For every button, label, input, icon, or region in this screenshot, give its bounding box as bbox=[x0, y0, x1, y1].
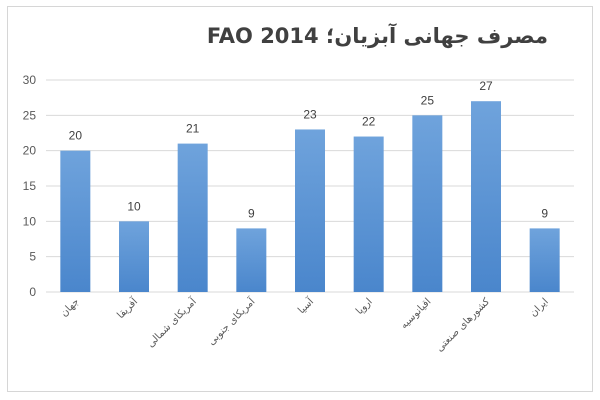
bar bbox=[119, 221, 149, 292]
data-label: 25 bbox=[421, 93, 435, 107]
data-label: 9 bbox=[541, 206, 548, 220]
bar bbox=[177, 143, 208, 292]
category-labels: جهان آفریقا آمریکای شمالی آمریکای جنوبی آسیا… bbox=[59, 294, 551, 354]
bar bbox=[60, 150, 91, 292]
category-label: کشورهای صنعتی bbox=[434, 296, 492, 354]
bar bbox=[295, 129, 325, 292]
bar bbox=[236, 228, 267, 292]
bar bbox=[529, 228, 560, 292]
data-label: 22 bbox=[362, 115, 376, 129]
y-tick-label: 20 bbox=[23, 144, 37, 158]
data-label: 21 bbox=[186, 122, 200, 136]
y-tick-label: 10 bbox=[23, 214, 37, 228]
bars bbox=[60, 101, 560, 292]
category-label: ایران bbox=[528, 296, 551, 319]
y-tick-label: 15 bbox=[23, 179, 37, 193]
category-label: اقیانوسیه bbox=[399, 296, 434, 331]
y-tick-label: 30 bbox=[23, 73, 37, 87]
chart-title: مصرف جهانی آبزیان؛ FAO 2014 bbox=[206, 24, 548, 48]
data-label: 27 bbox=[479, 79, 493, 93]
y-tick-label: 5 bbox=[29, 250, 36, 264]
y-tick-label: 25 bbox=[23, 108, 37, 122]
category-label: اروپا bbox=[354, 296, 375, 317]
y-axis-ticks: 0 5 10 15 20 25 30 bbox=[23, 73, 37, 299]
category-label: آمریکای شمالی bbox=[144, 294, 200, 350]
category-label: آسیا bbox=[295, 294, 317, 316]
bar bbox=[412, 115, 443, 292]
bar bbox=[353, 136, 384, 292]
category-label: جهان bbox=[59, 296, 82, 319]
data-label: 23 bbox=[303, 107, 317, 121]
data-label: 10 bbox=[127, 199, 141, 213]
category-label: آمریکای جنوبی bbox=[205, 294, 259, 348]
data-label: 20 bbox=[69, 129, 83, 143]
data-labels: 20 10 21 9 23 22 25 27 9 bbox=[69, 79, 549, 220]
category-label: آفریقا bbox=[114, 294, 141, 321]
bar bbox=[471, 101, 501, 292]
data-label: 9 bbox=[248, 206, 255, 220]
y-tick-label: 0 bbox=[29, 285, 36, 299]
